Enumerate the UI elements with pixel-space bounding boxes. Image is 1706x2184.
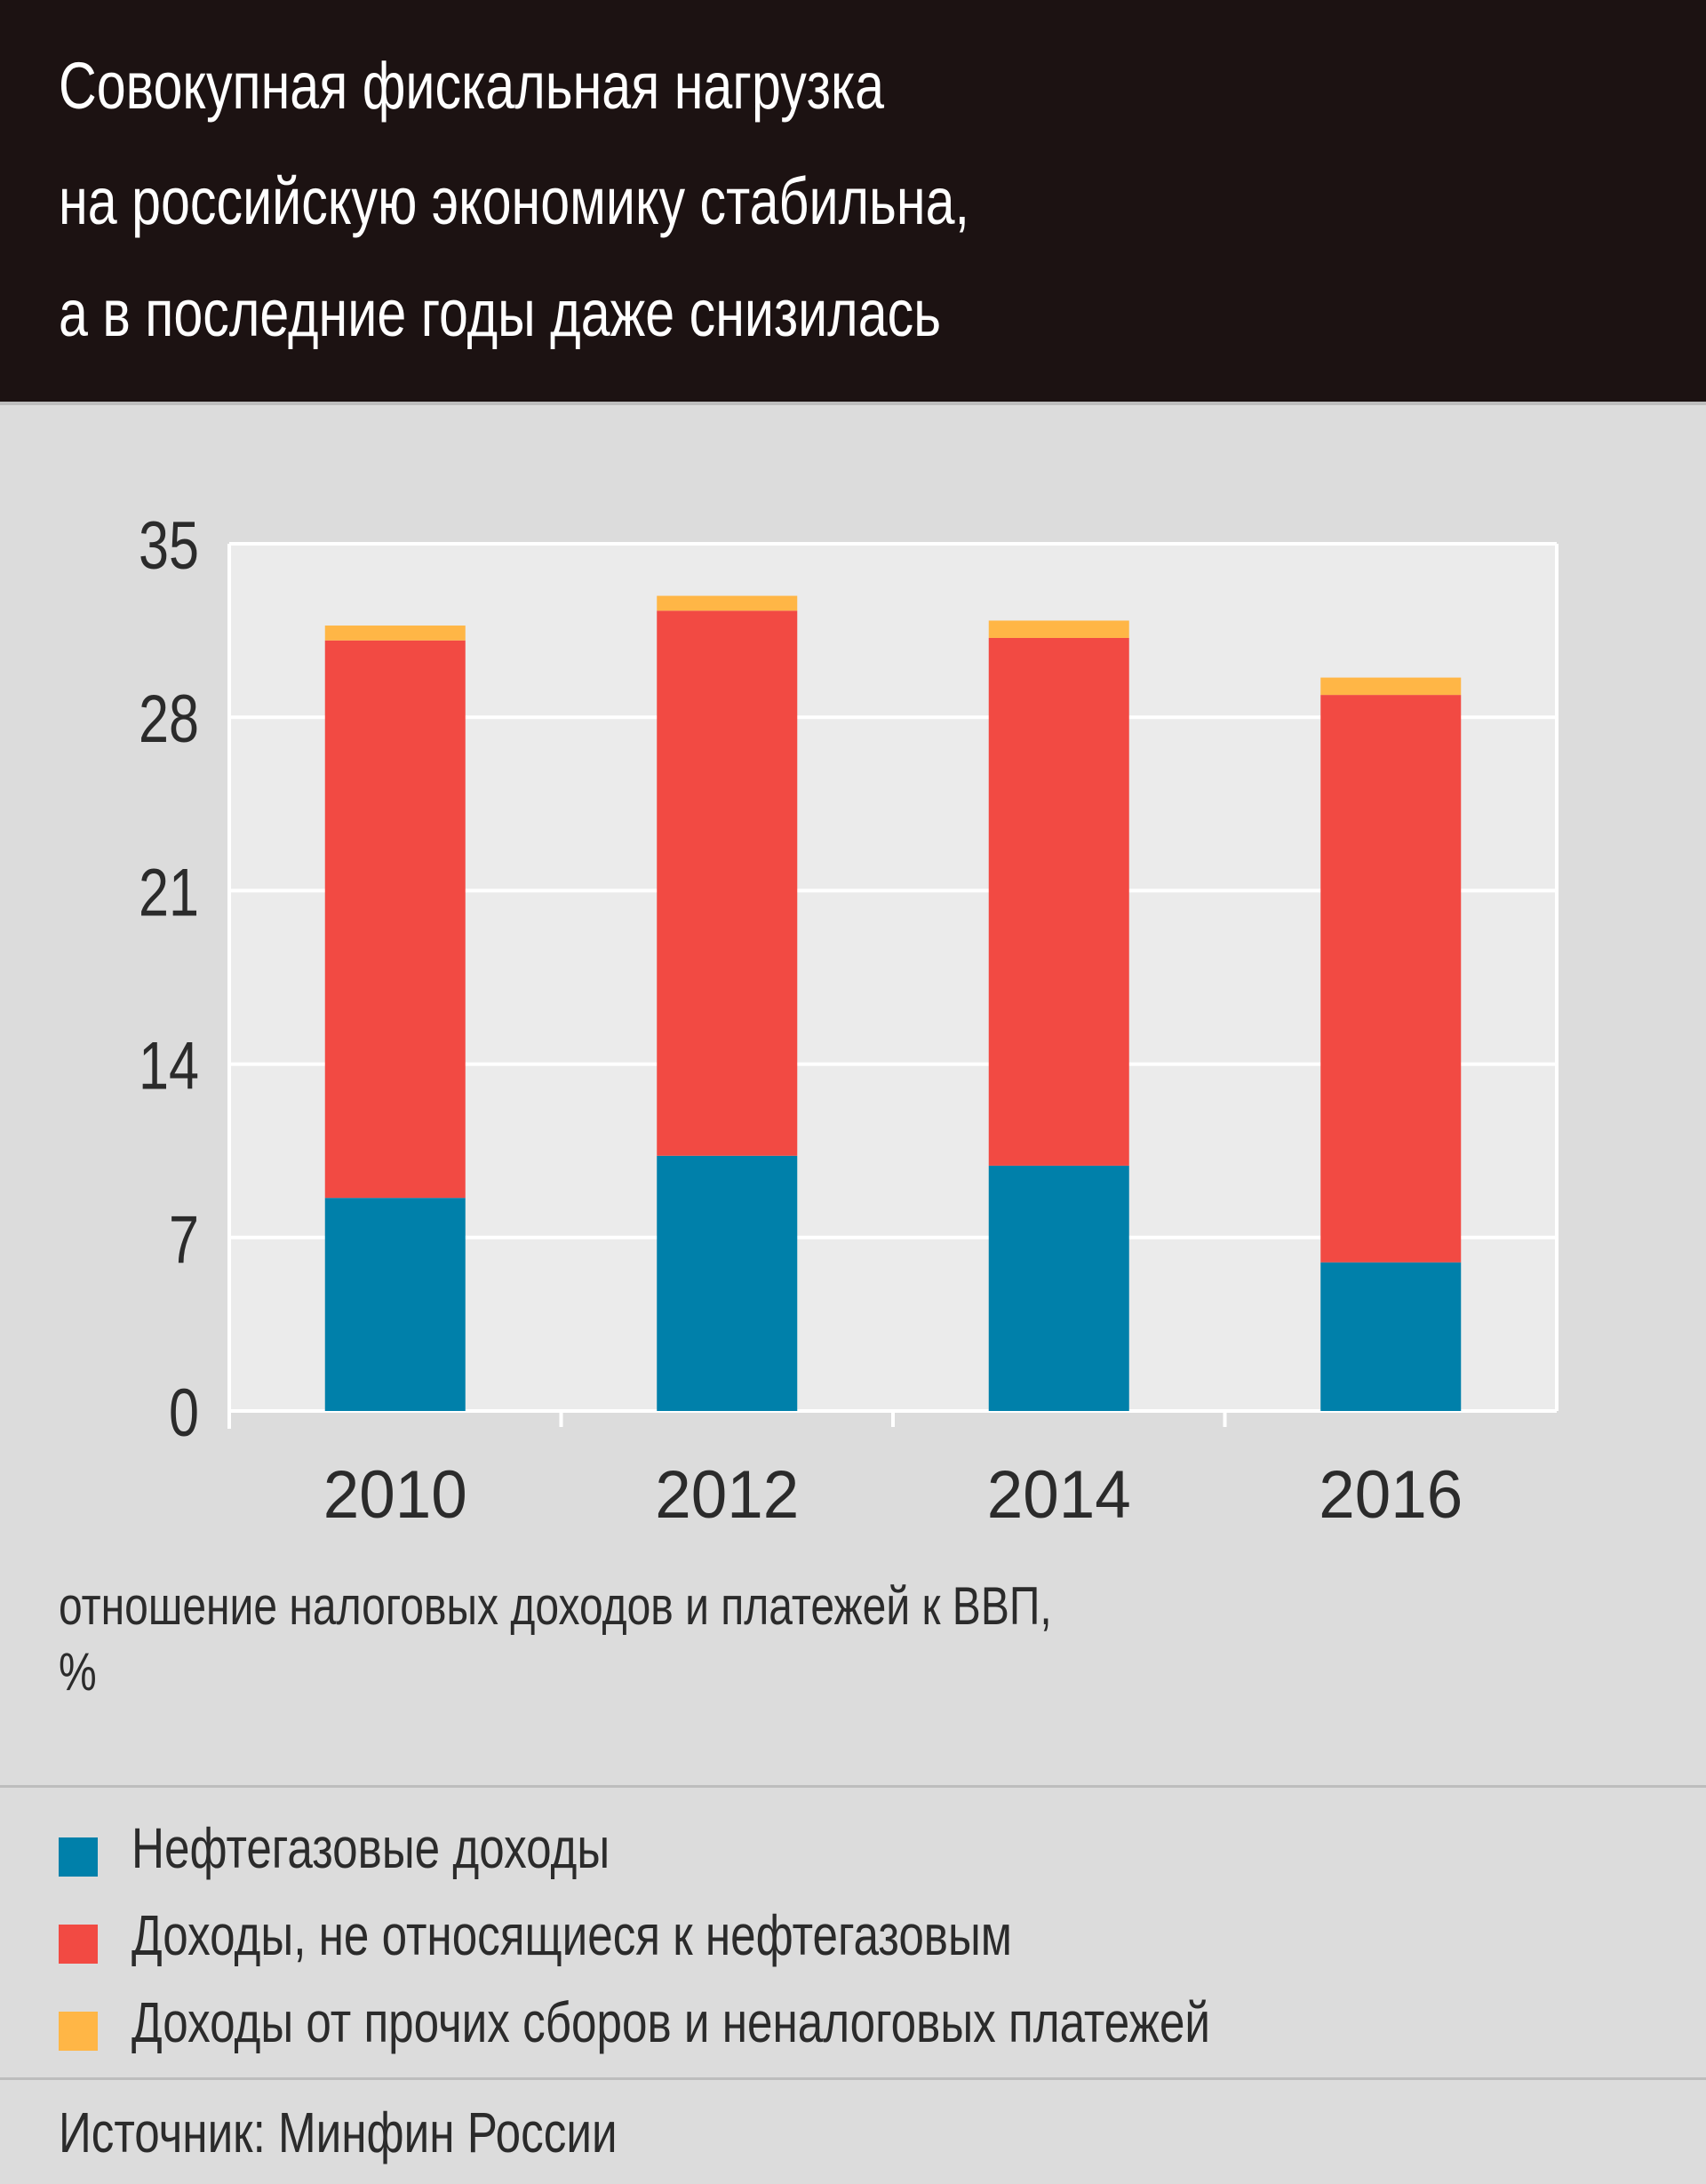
- y-tick-label-28: 28: [139, 682, 199, 757]
- bar-2014-series-2: [988, 620, 1129, 638]
- bar-2012-series-1: [657, 610, 798, 1156]
- legend-divider-bottom: [0, 2077, 1706, 2080]
- source-note: Источник: Минфин России: [59, 2100, 618, 2164]
- bar-2016-series-1: [1320, 695, 1462, 1263]
- y-tick-label-0: 0: [169, 1375, 199, 1451]
- y-axis-label-line-1: отношение налоговых доходов и платежей к…: [59, 1576, 1052, 1636]
- legend-divider-top: [0, 1785, 1706, 1788]
- bar-2014-series-0: [988, 1165, 1129, 1411]
- chart-title-line-1: Совокупная фискальная нагрузка: [59, 49, 885, 123]
- legend-label-other-fees: Доходы от прочих сборов и неналоговых пл…: [132, 1990, 1211, 2054]
- x-tick-label-2016: 2016: [1319, 1457, 1463, 1533]
- chart-title-banner: Совокупная фискальная нагрузка на россий…: [0, 0, 1706, 402]
- legend-swatch-other-fees: [59, 2012, 98, 2051]
- legend-swatch-oil-gas: [59, 1837, 98, 1877]
- bar-2016-series-0: [1320, 1262, 1462, 1411]
- bar-2012-series-0: [657, 1155, 798, 1411]
- bar-2014-series-1: [988, 637, 1129, 1166]
- bar-2012-series-2: [657, 595, 798, 611]
- legend-swatch-non-oil-gas: [59, 1925, 98, 1964]
- y-tick-label-7: 7: [169, 1202, 199, 1278]
- y-tick-label-21: 21: [139, 855, 199, 930]
- x-tick-label-2014: 2014: [987, 1457, 1131, 1533]
- legend-label-non-oil-gas: Доходы, не относящиеся к нефтегазовым: [132, 1903, 1012, 1967]
- x-tick-label-2010: 2010: [323, 1457, 467, 1533]
- bar-2016-series-2: [1320, 677, 1462, 696]
- stacked-bar-chart: 0 7 14 21 28 35 2010 2012 2014 2016: [139, 508, 1559, 1533]
- bar-2010-series-0: [324, 1198, 466, 1411]
- y-tick-label-14: 14: [139, 1029, 199, 1104]
- chart-title-line-3: а в последние годы даже снизилась: [59, 276, 942, 350]
- chart-title-line-2: на российскую экономику стабильна,: [59, 164, 969, 238]
- x-tick-label-2012: 2012: [655, 1457, 799, 1533]
- header-divider: [0, 402, 1706, 405]
- bar-2010-series-1: [324, 640, 466, 1199]
- y-axis-label-line-2: %: [59, 1642, 97, 1702]
- y-tick-label-35: 35: [139, 508, 199, 584]
- legend-label-oil-gas: Нефтегазовые доходы: [132, 1816, 610, 1880]
- bar-2010-series-2: [324, 626, 466, 641]
